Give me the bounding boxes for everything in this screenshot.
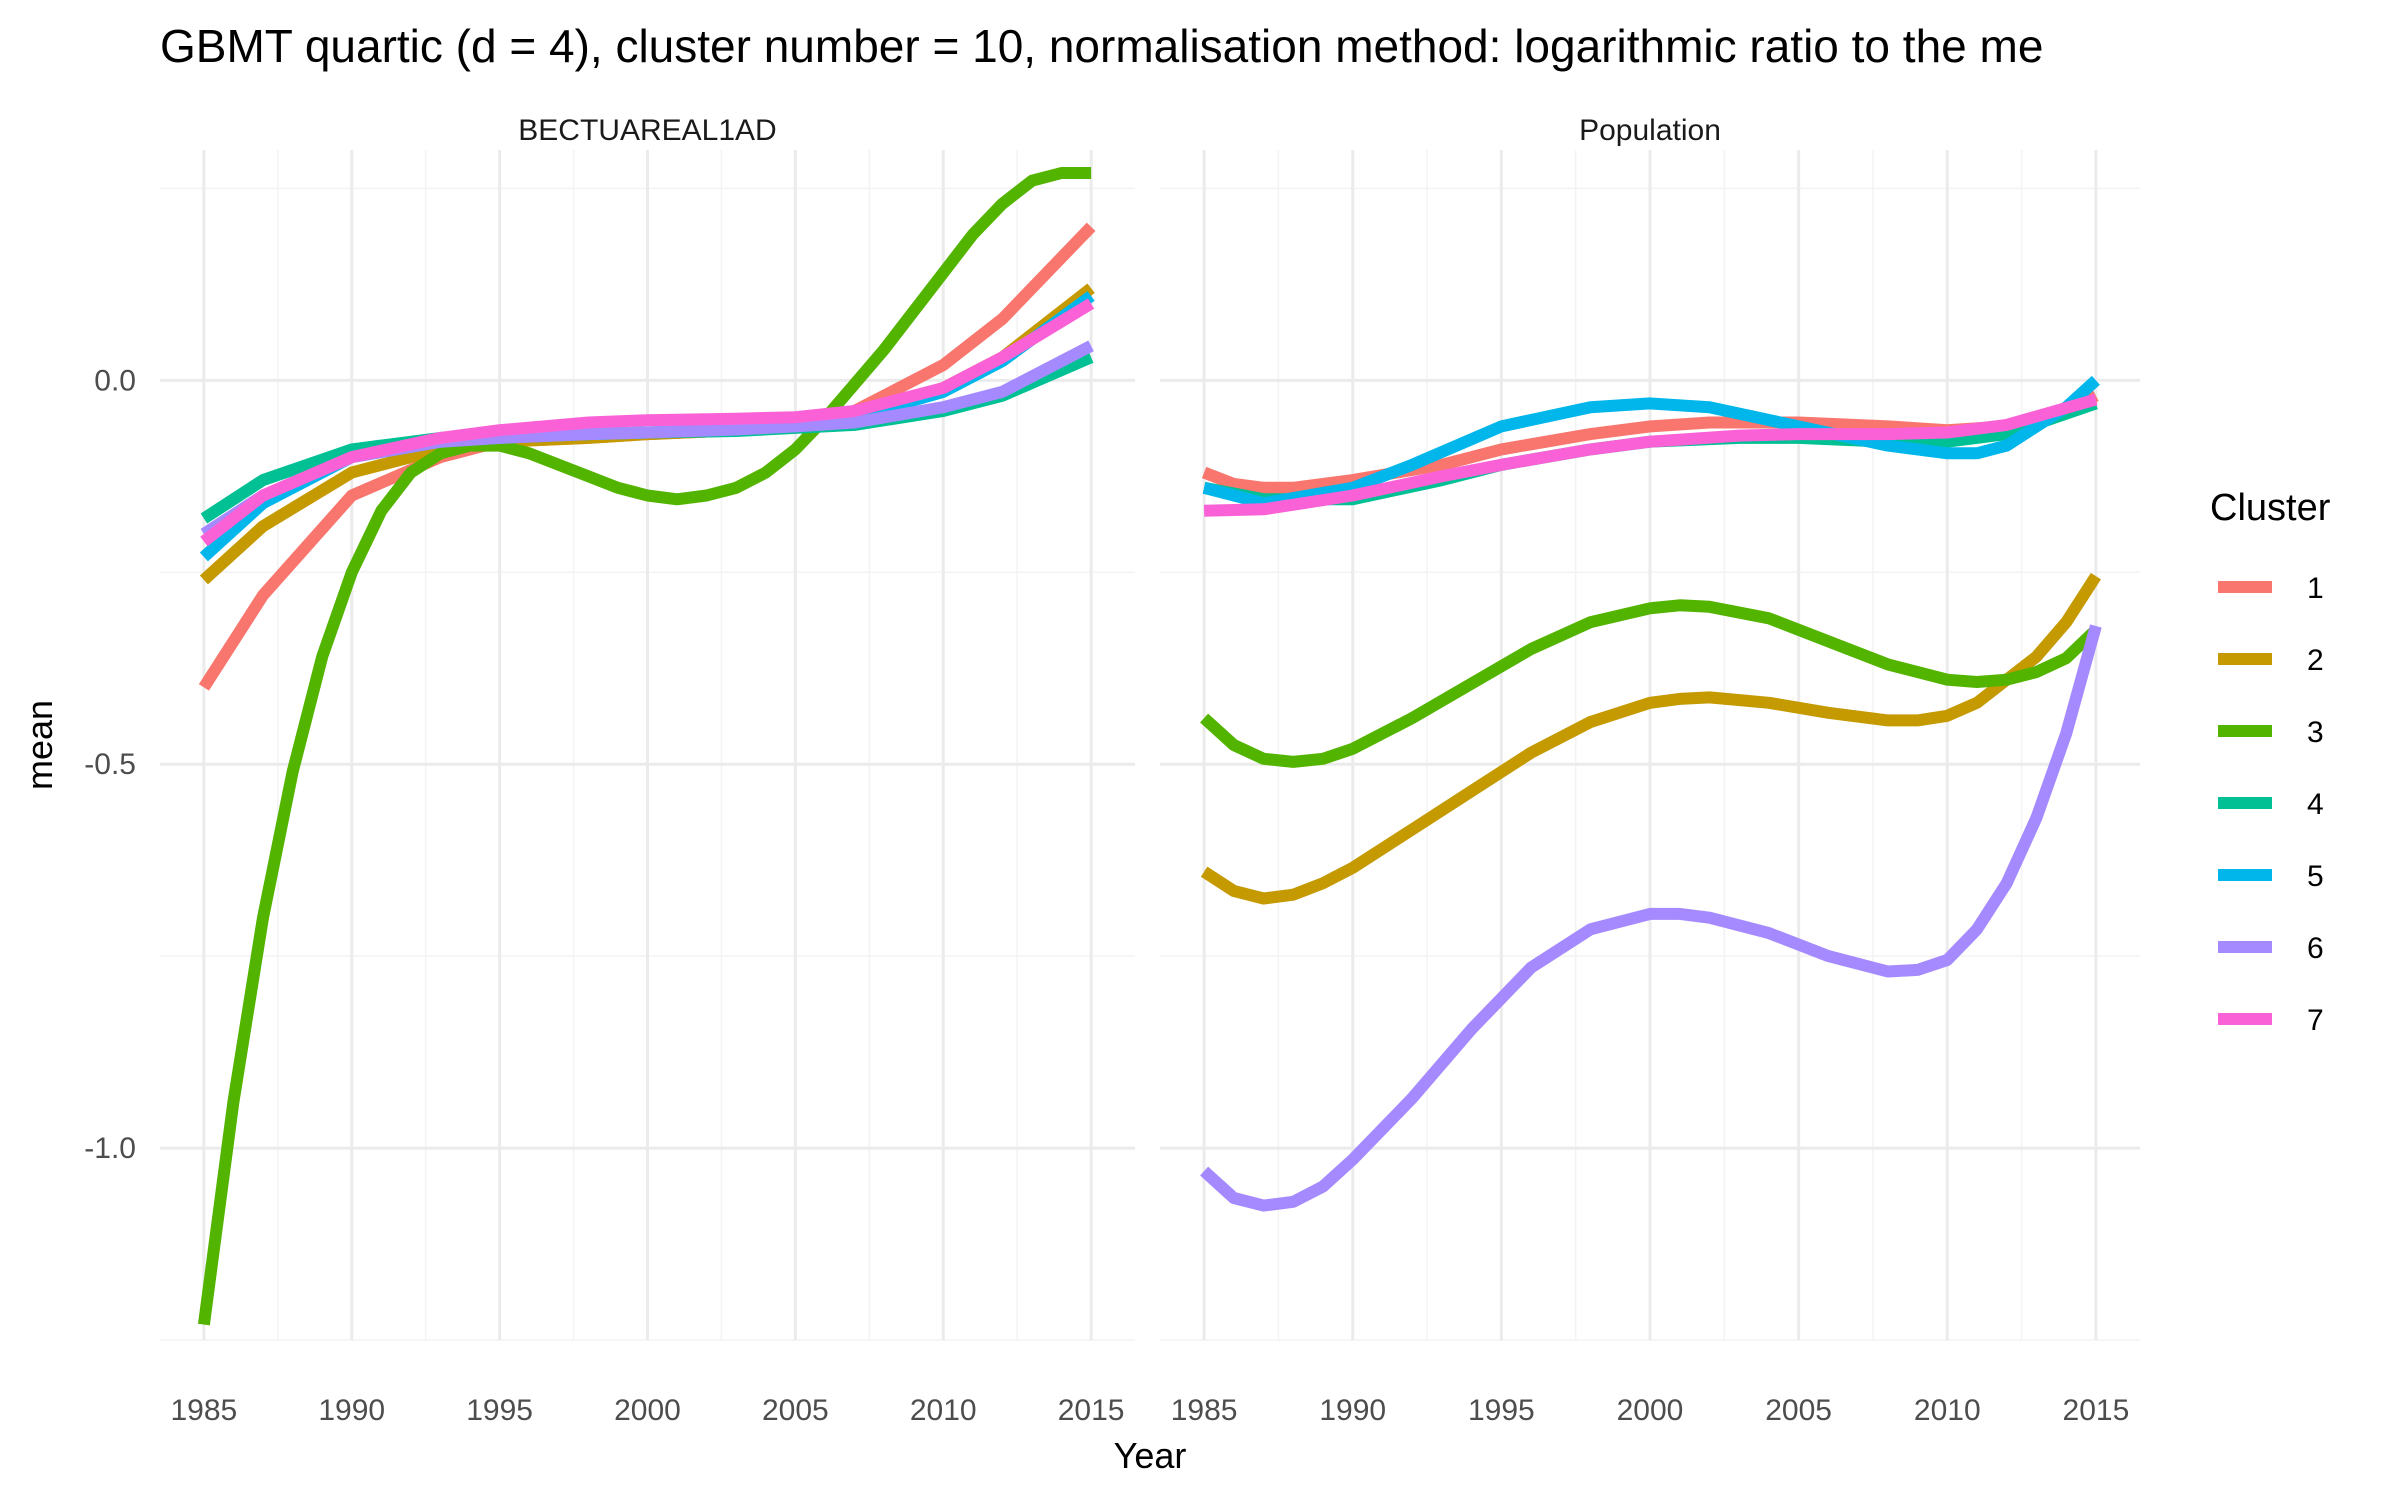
- panel-population: Population 1985 1990 1995 2000 2005 2010 2015: [1160, 114, 2140, 1427]
- x-axis-title: Year: [1114, 1435, 1187, 1476]
- series-line-cluster-6: [1200, 624, 2102, 1212]
- x-tick-label: 2010: [1914, 1394, 1981, 1427]
- y-axis-title: mean: [19, 700, 60, 790]
- x-tick-label: 2015: [1058, 1394, 1125, 1427]
- y-tick-label: -0.5: [84, 748, 136, 781]
- series-line-cluster-3: [197, 167, 1092, 1326]
- x-tick-label: 1985: [171, 1394, 238, 1427]
- series-line-cluster-7: [1203, 393, 2098, 517]
- x-tick-label: 2010: [910, 1394, 977, 1427]
- panel-strip-label: BECTUAREAL1AD: [518, 114, 776, 147]
- series-line-cluster-2: [1200, 572, 2101, 905]
- chart-title: GBMT quartic (d = 4), cluster number = 1…: [160, 20, 2043, 72]
- legend-label-4: 4: [2307, 788, 2324, 821]
- panel-bectuareal1ad: BECTUAREAL1AD 1985 1990 1995 2000 2005 2010 201…: [84, 114, 1135, 1427]
- legend-label-2: 2: [2307, 644, 2324, 677]
- x-tick-label: 2015: [2063, 1394, 2130, 1427]
- series-line-cluster-5: [1202, 375, 2100, 510]
- series-line-cluster-3: [1200, 599, 2101, 768]
- x-tick-label: 1995: [1468, 1394, 1535, 1427]
- legend-label-1: 1: [2307, 572, 2324, 605]
- x-tick-label: 2005: [762, 1394, 829, 1427]
- legend-label-6: 6: [2307, 932, 2324, 965]
- panel-strip-label: Population: [1579, 114, 1721, 147]
- legend-title: Cluster: [2210, 487, 2331, 529]
- x-tick-label: 2005: [1765, 1394, 1832, 1427]
- x-tick-label: 2000: [614, 1394, 681, 1427]
- x-tick-label: 2000: [1617, 1394, 1684, 1427]
- x-tick-label: 1995: [466, 1394, 533, 1427]
- x-tick-label: 1990: [318, 1394, 385, 1427]
- legend-label-7: 7: [2307, 1004, 2324, 1037]
- legend: Cluster 1 2 3 4 5 6 7: [2210, 487, 2331, 1037]
- legend-label-5: 5: [2307, 860, 2324, 893]
- series-line-cluster-7: [200, 298, 1095, 547]
- legend-label-3: 3: [2307, 716, 2324, 749]
- y-tick-label: 0.0: [94, 364, 136, 397]
- x-tick-label: 1985: [1171, 1394, 1238, 1427]
- x-tick-label: 1990: [1319, 1394, 1386, 1427]
- y-tick-label: -1.0: [84, 1132, 136, 1165]
